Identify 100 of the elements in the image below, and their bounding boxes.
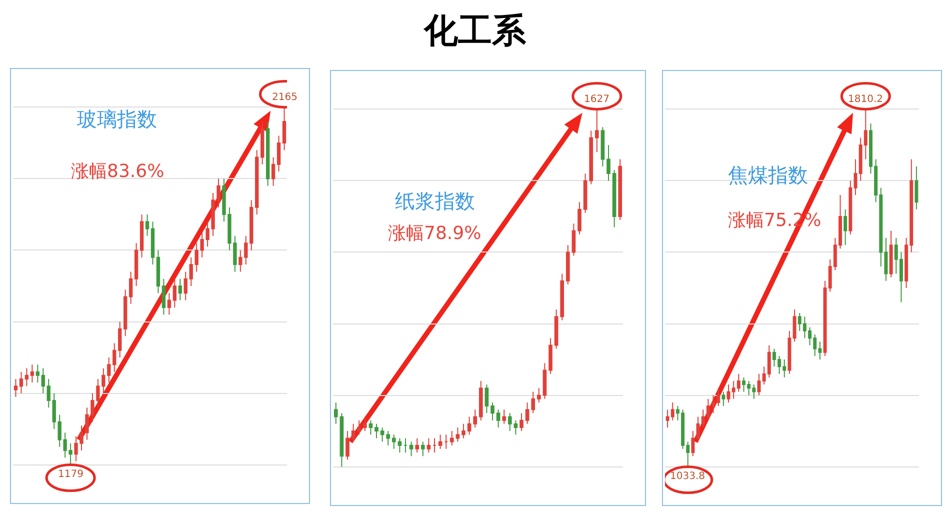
annotation: 2165 <box>272 92 298 103</box>
text: 纸浆指数 <box>395 189 475 213</box>
candlestick <box>172 278 176 308</box>
candlestick <box>478 380 483 421</box>
candlestick <box>594 108 599 153</box>
candlestick <box>531 391 536 414</box>
candlestick <box>334 402 338 424</box>
candlestick <box>162 278 166 316</box>
candlestick <box>525 402 530 424</box>
candlestick <box>514 420 518 436</box>
candlestick <box>118 321 122 358</box>
candlestick <box>282 106 286 151</box>
candlestick <box>380 426 384 442</box>
candlestick <box>691 430 695 457</box>
candlestick <box>467 416 472 436</box>
candlestick <box>426 438 431 454</box>
candlestick <box>583 173 588 214</box>
candlestick <box>140 214 144 258</box>
candlestick <box>250 200 254 251</box>
chart-title: 玻璃指数 <box>77 107 157 131</box>
candlestick <box>420 441 425 457</box>
candlestick <box>508 412 512 432</box>
candlestick <box>542 362 547 400</box>
candlestick <box>589 130 594 185</box>
candlestick <box>266 120 270 186</box>
candlestick <box>792 308 796 342</box>
candlestick <box>490 402 494 421</box>
candlestick <box>554 308 558 350</box>
candlestick <box>473 409 478 428</box>
candlestick <box>914 166 918 210</box>
candlestick <box>260 120 264 165</box>
text: 涨幅83.6% <box>71 161 164 182</box>
candlestick <box>409 441 414 457</box>
candlestick <box>618 158 622 221</box>
candlestick <box>14 378 18 398</box>
candlestick <box>606 144 610 182</box>
candlestick <box>386 430 390 446</box>
candlestick <box>128 271 133 304</box>
annotation: 1627 <box>584 94 610 105</box>
candlestick <box>178 278 182 301</box>
annotation: 1810.2 <box>848 94 883 105</box>
candlestick <box>889 230 893 278</box>
candlestick <box>184 271 188 301</box>
candlestick <box>757 373 761 396</box>
candlestick <box>848 180 852 235</box>
candlestick <box>271 156 276 186</box>
candlestick <box>36 364 40 384</box>
candlestick <box>150 221 155 266</box>
text: 焦煤指数 <box>728 163 808 187</box>
candlestick <box>548 338 552 374</box>
candlestick <box>398 438 402 454</box>
candlestick <box>112 342 116 372</box>
candlestick <box>340 412 344 468</box>
candlestick <box>520 412 524 432</box>
candlestick <box>484 384 489 414</box>
candlestick <box>566 244 570 285</box>
candlestick <box>726 384 730 403</box>
annotation: 1179 <box>58 469 84 480</box>
candlestick <box>351 423 356 442</box>
candlestick <box>124 289 128 337</box>
candlestick <box>134 242 138 286</box>
candlestick <box>502 409 506 424</box>
candlestick <box>374 423 378 439</box>
candlestick <box>346 430 350 460</box>
candlestick <box>438 434 442 450</box>
candlestick <box>600 126 605 167</box>
candlestick <box>255 150 259 215</box>
candlestick <box>612 169 616 228</box>
candlestick <box>722 391 726 407</box>
candlestick <box>578 202 582 235</box>
candlestick <box>41 368 45 394</box>
text: 化工系 <box>422 12 527 52</box>
candlestick <box>444 434 448 450</box>
candlestick <box>368 420 373 436</box>
candlestick <box>404 438 408 454</box>
candlestick <box>456 426 460 442</box>
candlestick <box>392 434 396 450</box>
candlestick <box>362 416 367 432</box>
candlestick <box>432 438 436 454</box>
candlestick <box>415 438 420 454</box>
candlestick <box>788 330 792 374</box>
candlestick <box>496 409 500 428</box>
text: 涨幅78.9% <box>388 223 482 244</box>
candlestick <box>24 368 29 387</box>
candlestick <box>357 420 362 436</box>
candlestick <box>844 208 848 246</box>
candlestick <box>854 158 858 196</box>
candlestick <box>276 135 281 172</box>
candlestick <box>560 273 564 321</box>
candlestick <box>450 430 454 446</box>
candlestick <box>536 388 541 403</box>
candlestick <box>30 364 34 384</box>
candlestick <box>145 214 150 236</box>
candlestick <box>46 378 50 408</box>
candlestick <box>572 223 576 256</box>
candlestick <box>167 292 172 316</box>
candlestick <box>156 250 160 294</box>
candlestick <box>462 423 466 439</box>
candlestick <box>19 371 24 394</box>
annotation: 1033.8 <box>670 471 705 482</box>
